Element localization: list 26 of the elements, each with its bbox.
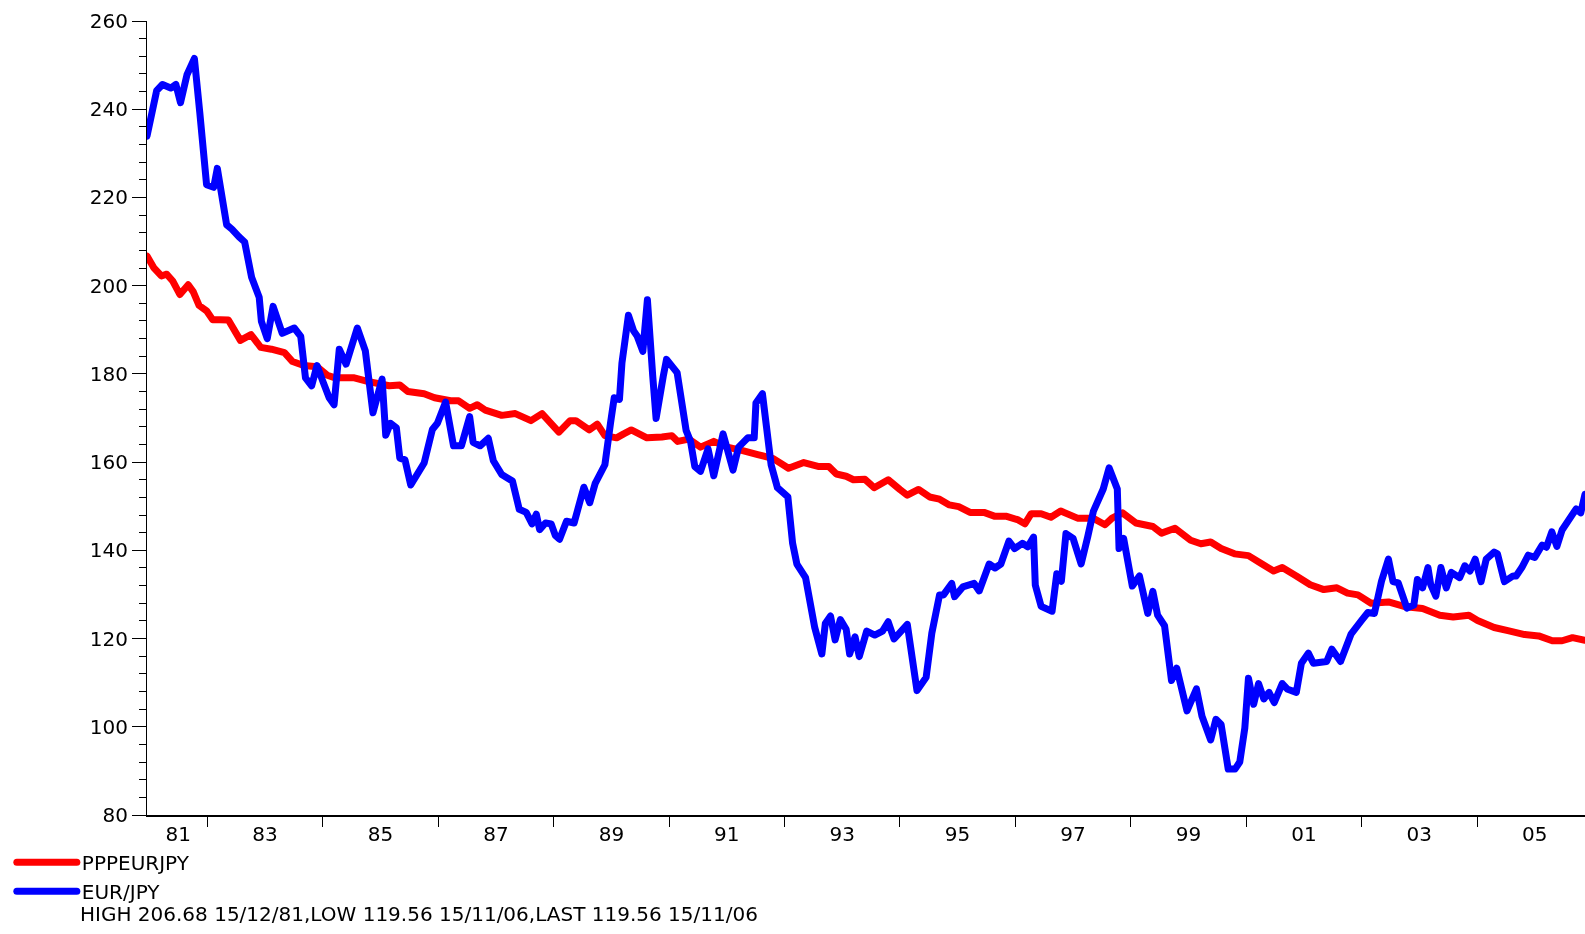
y-tick-label: 160	[89, 450, 128, 475]
y-tick-label: 240	[89, 97, 128, 122]
x-tick-label: 85	[367, 822, 394, 846]
x-tick-label: 03	[1406, 822, 1432, 846]
x-tick-label: 93	[829, 822, 855, 846]
y-tick-label: 260	[89, 9, 128, 33]
text: HIGH 206.68 15/12/81,LOW 119.56 15/11/06,LAST 119.56 15/11/06	[80, 902, 758, 926]
x-tick-label: 01	[1291, 822, 1317, 846]
y-tick-label: 180	[89, 361, 128, 386]
y-tick-label: 100	[89, 714, 128, 739]
legend-label: EUR/JPY	[81, 880, 161, 905]
y-tick-label: 200	[89, 273, 128, 298]
y-tick-label: 140	[89, 538, 128, 563]
x-tick-label: 87	[483, 822, 509, 846]
legend-label: PPPEURJPY	[81, 851, 190, 876]
x-tick-label: 91	[713, 822, 740, 846]
y-tick-label: 80	[102, 803, 128, 827]
x-tick-label: 89	[598, 822, 625, 846]
x-tick-label: 97	[1060, 822, 1086, 846]
x-tick-label: 99	[1175, 822, 1202, 846]
x-tick-label: 83	[252, 822, 278, 846]
y-tick-label: 120	[89, 626, 128, 651]
y-tick-label: 220	[89, 185, 128, 210]
x-tick-label: 05	[1522, 822, 1548, 846]
x-tick-label: 81	[165, 822, 192, 846]
x-tick-label: 95	[944, 822, 971, 846]
